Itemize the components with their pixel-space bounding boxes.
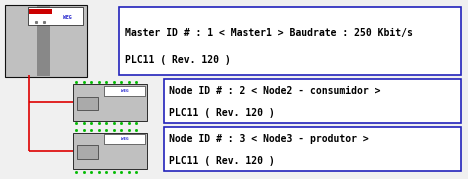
Text: PLC11 ( Rev. 120 ): PLC11 ( Rev. 120 ) bbox=[169, 156, 275, 166]
Bar bbox=[28, 7, 83, 25]
Bar bbox=[77, 145, 98, 159]
Bar bbox=[104, 134, 145, 144]
Bar bbox=[73, 133, 147, 169]
Bar bbox=[5, 5, 87, 77]
Bar bbox=[73, 84, 147, 120]
Bar bbox=[104, 86, 145, 96]
Text: Node ID # : 2 < Node2 - consumidor >: Node ID # : 2 < Node2 - consumidor > bbox=[169, 86, 381, 96]
Bar bbox=[119, 7, 461, 75]
Text: WEG: WEG bbox=[121, 89, 128, 93]
Bar bbox=[29, 9, 52, 14]
Bar bbox=[164, 79, 461, 123]
Text: Node ID # : 3 < Node3 - produtor >: Node ID # : 3 < Node3 - produtor > bbox=[169, 134, 369, 144]
Text: WEG: WEG bbox=[63, 14, 72, 20]
Bar bbox=[77, 97, 98, 110]
Text: WEG: WEG bbox=[121, 137, 128, 141]
Bar bbox=[37, 6, 50, 76]
Text: PLC11 ( Rev. 120 ): PLC11 ( Rev. 120 ) bbox=[169, 108, 275, 118]
Bar bbox=[164, 127, 461, 171]
Text: PLC11 ( Rev. 120 ): PLC11 ( Rev. 120 ) bbox=[125, 55, 231, 65]
Text: Master ID # : 1 < Master1 > Baudrate : 250 Kbit/s: Master ID # : 1 < Master1 > Baudrate : 2… bbox=[125, 28, 413, 38]
